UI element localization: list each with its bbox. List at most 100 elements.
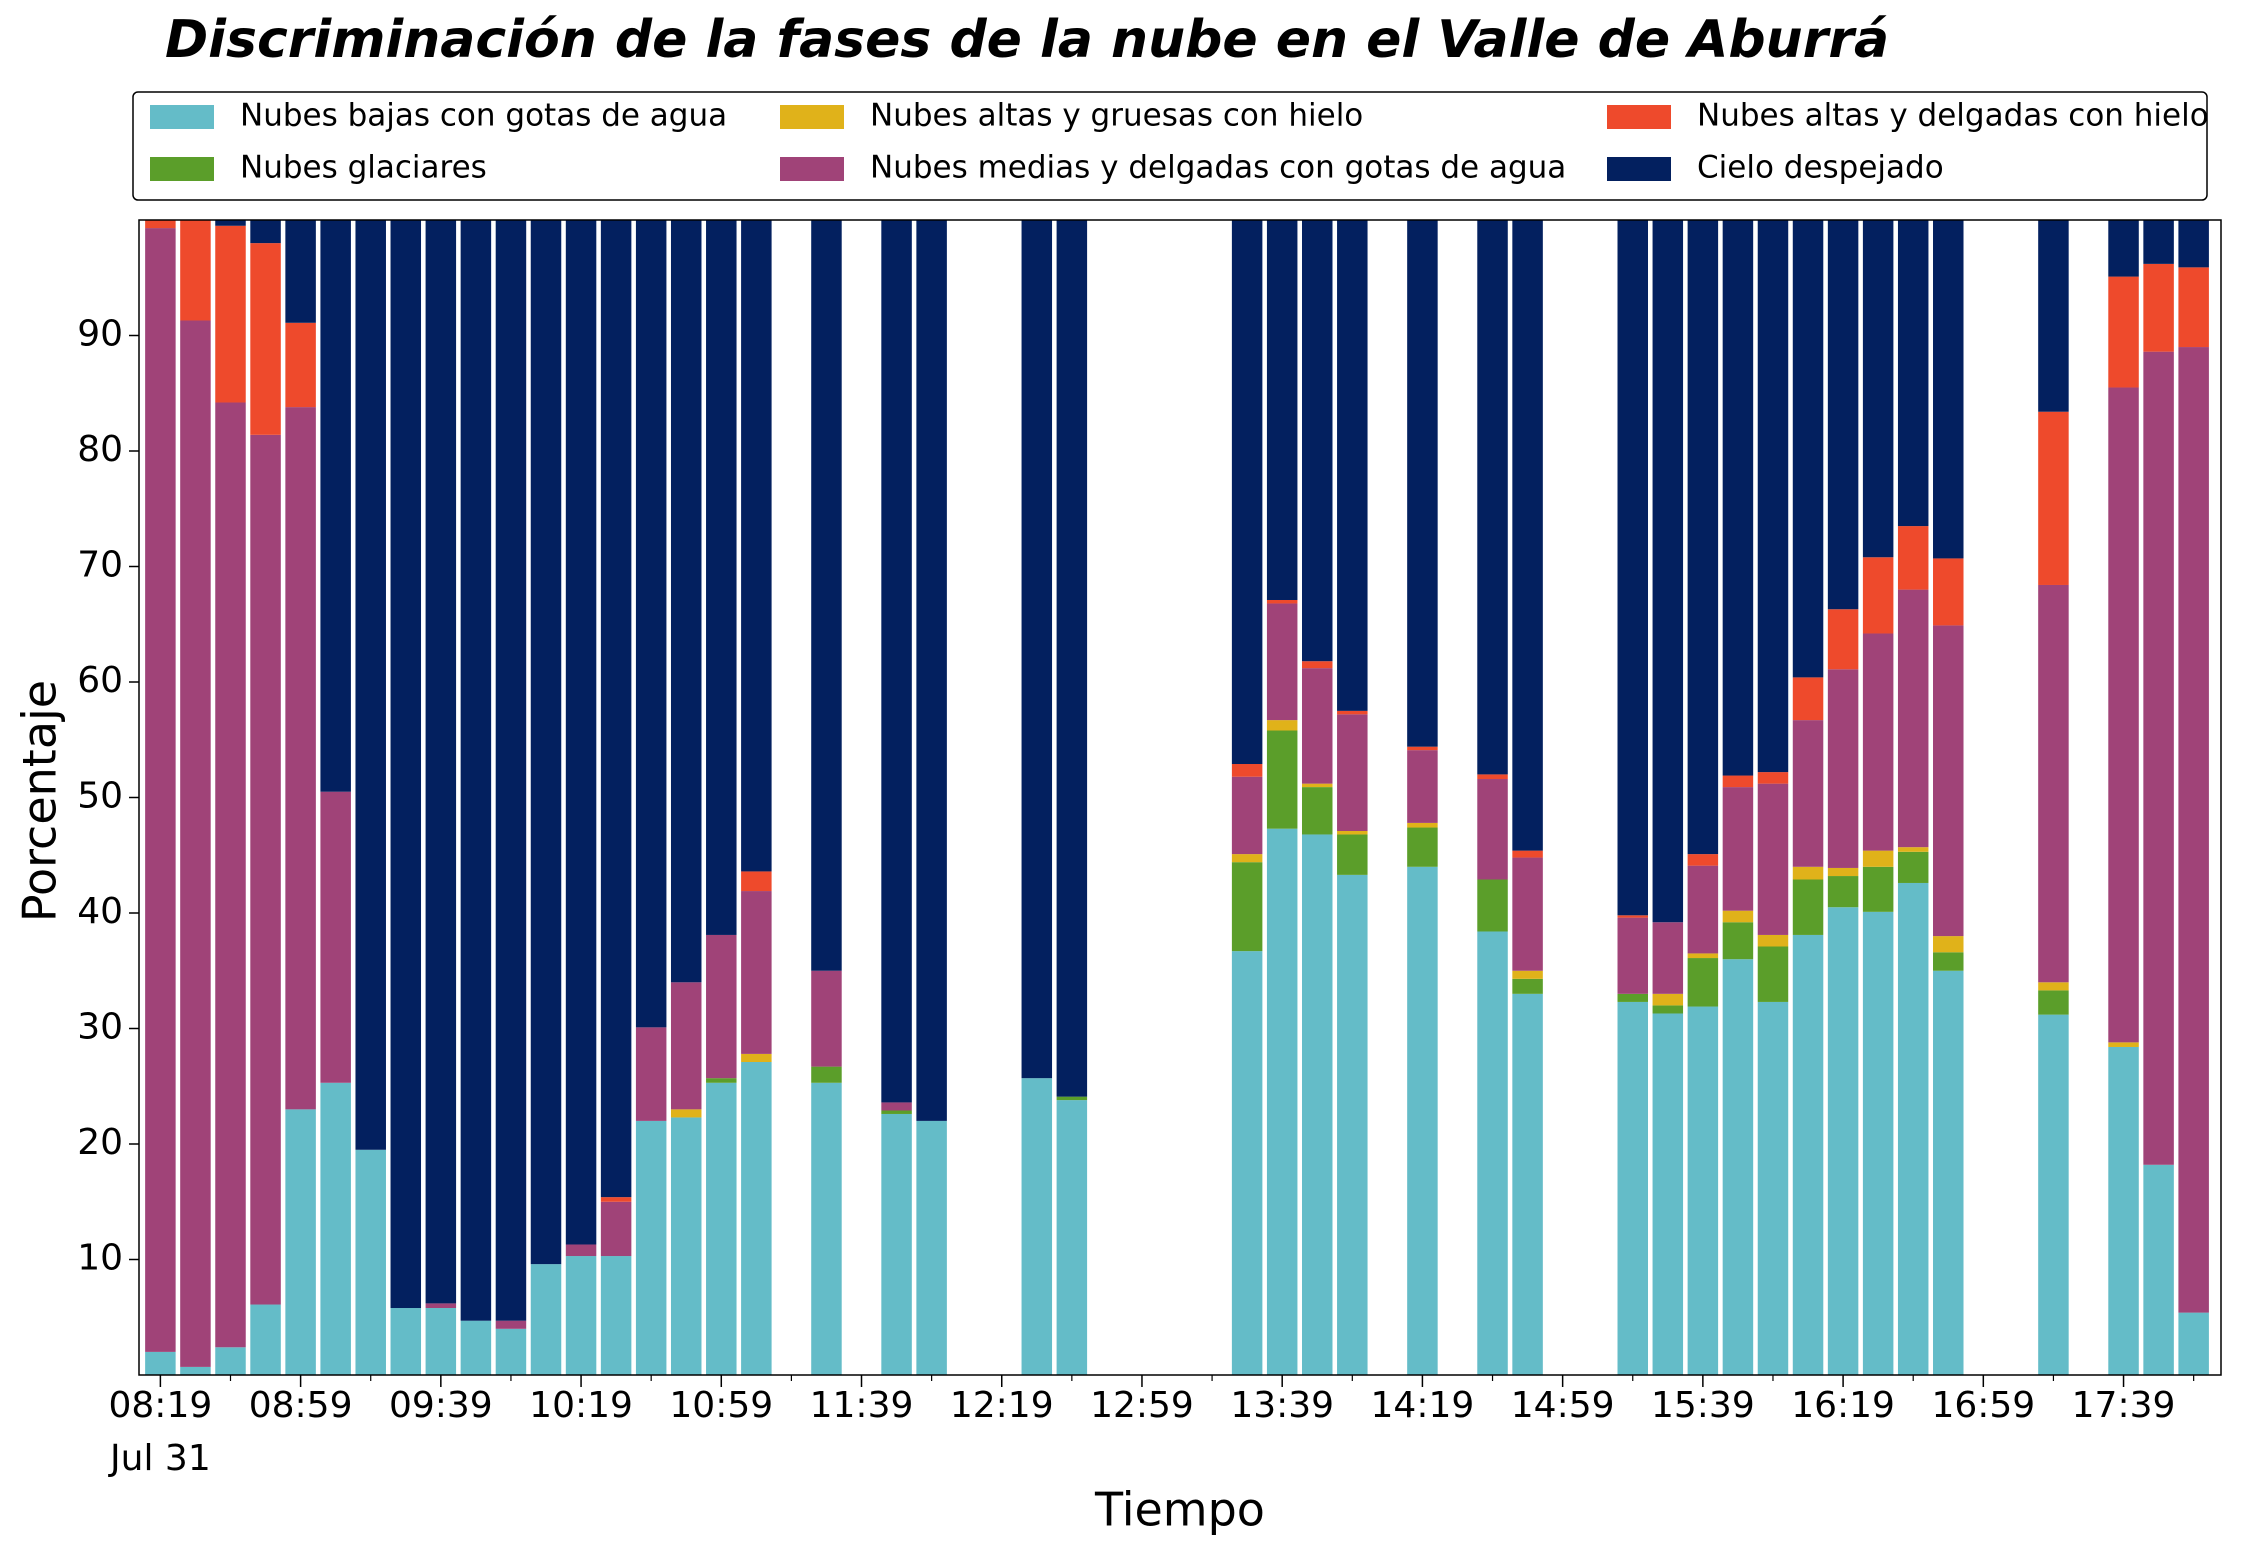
bar-segment	[706, 1082, 737, 1375]
bar-segment	[1933, 970, 1964, 1375]
bar-segment	[1897, 220, 1929, 527]
bar-segment	[881, 220, 912, 1103]
bar-segment	[1477, 774, 1508, 780]
bar-segment	[1722, 787, 1754, 911]
legend-swatch	[150, 157, 214, 181]
bar-segment	[1897, 589, 1929, 848]
bar-segment	[355, 220, 386, 1150]
bar-segment	[2038, 584, 2069, 983]
legend-label: Nubes bajas con gotas de agua	[240, 98, 727, 134]
bar-segment	[741, 1061, 772, 1375]
bar-segment	[2143, 1164, 2174, 1375]
x-tick-label: 17:39	[2072, 1385, 2176, 1426]
bar-segment	[285, 1109, 316, 1375]
bar-segment	[1897, 847, 1929, 852]
bar-segment	[1792, 866, 1824, 880]
bar-segment	[1687, 854, 1719, 866]
bar-segment	[706, 220, 737, 935]
bar-segment	[1477, 931, 1508, 1375]
bar-segment	[1477, 220, 1508, 775]
bar-segment	[1231, 220, 1263, 765]
x-tick-label: 11:39	[810, 1385, 914, 1426]
bar-segment	[1933, 220, 1964, 559]
bar-segment	[285, 322, 316, 408]
bar-segment	[881, 1102, 912, 1111]
bar-segment	[2143, 263, 2174, 352]
bar-segment	[1652, 220, 1684, 923]
legend-swatch	[1607, 157, 1671, 181]
bar-segment	[706, 1078, 737, 1083]
bar-segment	[1792, 934, 1824, 1375]
bar-segment	[1512, 857, 1543, 971]
bar-segment	[2178, 347, 2209, 1313]
chart-title: Discriminación de la fases de la nube en…	[165, 10, 1889, 70]
bar-segment	[1617, 915, 1649, 918]
x-tick-label: 08:19	[109, 1385, 213, 1426]
bar-segment	[1652, 1013, 1684, 1375]
bar-segment	[1231, 776, 1263, 855]
bar-segment	[1897, 851, 1929, 883]
y-tick-label: 80	[77, 429, 123, 470]
bar-segment	[1512, 220, 1543, 851]
x-tick-label: 08:59	[249, 1385, 353, 1426]
bar-segment	[1337, 830, 1368, 835]
bar-segment	[1301, 834, 1333, 1375]
bar-segment	[1757, 934, 1789, 947]
x-tick-label: 15:39	[1651, 1385, 1755, 1426]
x-tick-label: 13:39	[1230, 1385, 1334, 1426]
bar-segment	[1652, 922, 1684, 994]
bar-segment	[1266, 603, 1298, 721]
bar-segment	[1512, 850, 1543, 858]
bar-segment	[1722, 910, 1754, 923]
bar-segment	[635, 1027, 667, 1121]
bar-segment	[355, 1149, 386, 1375]
bar-segment	[530, 1264, 562, 1375]
y-tick-label: 30	[77, 1007, 123, 1048]
bar-segment	[1862, 220, 1894, 558]
bar-segment	[1337, 834, 1368, 875]
bar-segment	[1231, 951, 1263, 1375]
bar-segment	[1407, 746, 1438, 751]
bar-segment	[145, 1351, 176, 1375]
bar-segment	[425, 1303, 457, 1309]
bar-segment	[320, 220, 351, 792]
bar-segment	[2108, 220, 2139, 277]
legend-swatch	[780, 105, 844, 129]
bar-segment	[2038, 411, 2069, 585]
legend-swatch	[150, 105, 214, 129]
bar-segment	[635, 1120, 667, 1375]
bar-segment	[1337, 220, 1368, 711]
bar-segment	[1827, 876, 1859, 908]
bar-segment	[2108, 387, 2139, 1043]
bar-segment	[1827, 669, 1859, 868]
bar-segment	[1266, 720, 1298, 731]
legend-swatch	[780, 157, 844, 181]
bar-segment	[1337, 714, 1368, 831]
bar-segment	[565, 1244, 597, 1257]
bar-segment	[495, 1320, 527, 1329]
bar-segment	[1266, 599, 1298, 604]
bar-segment	[180, 1366, 211, 1375]
y-tick-label: 70	[77, 545, 123, 586]
bar-segment	[2038, 982, 2069, 991]
bar-segment	[670, 1109, 702, 1118]
x-tick-label: 14:19	[1371, 1385, 1475, 1426]
bar-segment	[1687, 953, 1719, 959]
x-tick-label: 10:19	[529, 1385, 633, 1426]
bar-segment	[881, 1110, 912, 1114]
bar-segment	[2108, 276, 2139, 388]
bar-segment	[320, 1082, 351, 1375]
bar-segment	[530, 220, 562, 1265]
bar-segment	[1652, 993, 1684, 1006]
bar-segment	[1933, 625, 1964, 937]
bar-segment	[741, 891, 772, 1054]
bar-segment	[600, 1256, 632, 1375]
bar-segment	[1827, 907, 1859, 1375]
bar-segment	[1897, 882, 1929, 1375]
y-axis-label: Porcentaje	[13, 680, 67, 922]
bar-segment	[1722, 922, 1754, 960]
bar-segment	[215, 220, 246, 226]
bar-segment	[1722, 959, 1754, 1375]
legend-label: Cielo despejado	[1697, 150, 1944, 186]
bar-segment	[1021, 220, 1053, 1079]
